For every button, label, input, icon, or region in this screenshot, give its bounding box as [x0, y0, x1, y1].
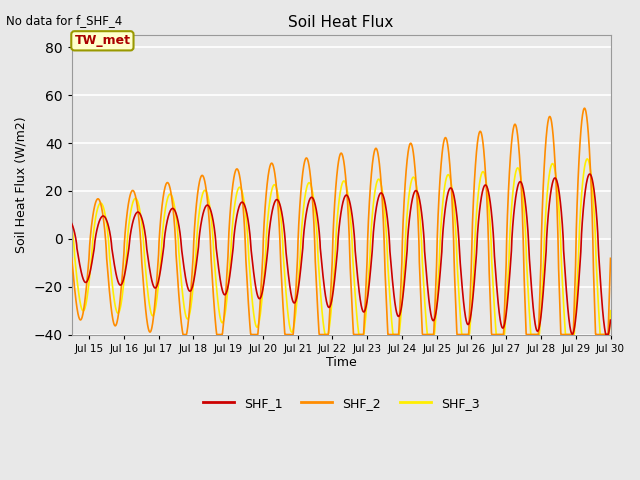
Title: Soil Heat Flux: Soil Heat Flux: [289, 15, 394, 30]
Legend: SHF_1, SHF_2, SHF_3: SHF_1, SHF_2, SHF_3: [198, 392, 484, 415]
X-axis label: Time: Time: [326, 356, 356, 369]
Text: No data for f_SHF_4: No data for f_SHF_4: [6, 14, 123, 27]
Y-axis label: Soil Heat Flux (W/m2): Soil Heat Flux (W/m2): [15, 117, 28, 253]
Text: TW_met: TW_met: [74, 34, 131, 48]
